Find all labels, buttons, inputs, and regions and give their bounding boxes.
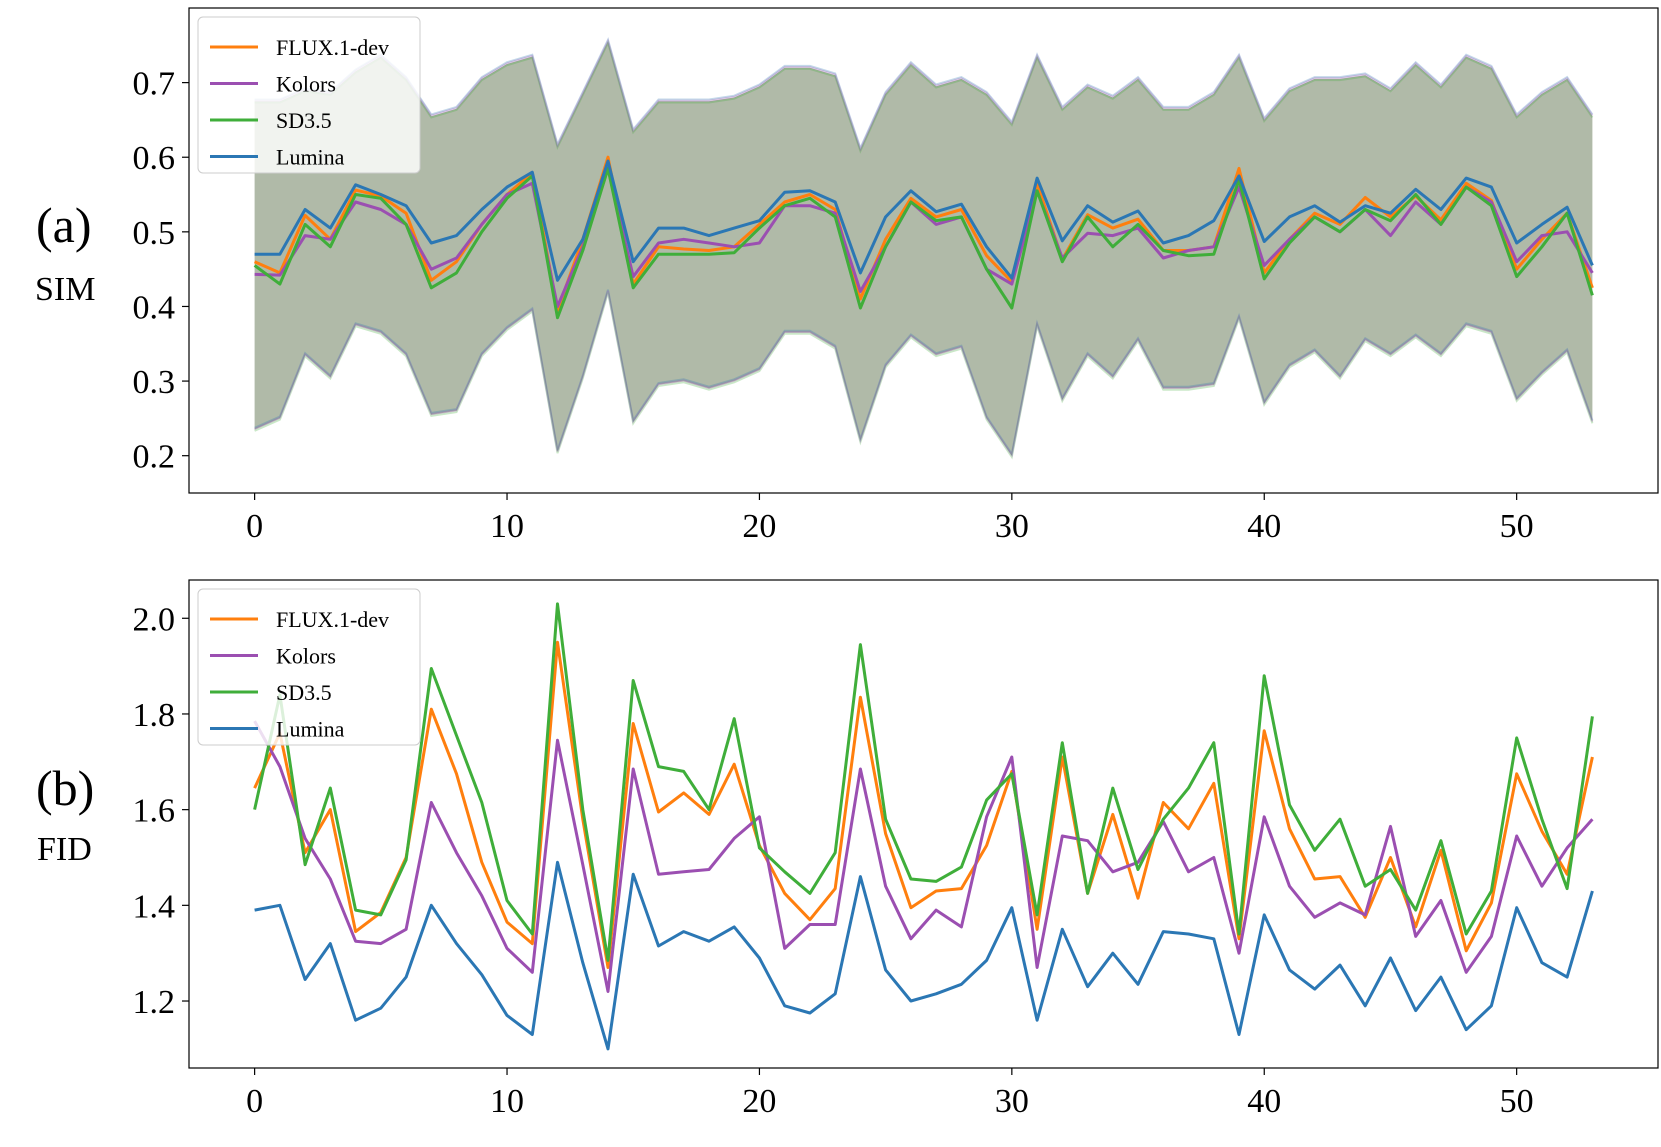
panel-b-fid-chart: (b) FID 0 10 20 30 40 50 1.2 1.4 1.6 1.8 2.0 FLUX.… [36,579,1659,1120]
panel-b-y-tick-label: 1.6 [133,793,176,830]
panel-a-axes: 0 10 20 30 40 50 0.2 0.3 0.4 0.5 0.6 0.7 [133,66,1534,545]
panel-a-x-tick-label: 20 [742,508,776,545]
panel-b-series-line-lumina [254,860,1594,1051]
panel-a-series-line-sd3-5 [253,166,1594,320]
panel-b-legend-label-lumina: Lumina [276,717,345,742]
panel-a-band-layer [254,36,1594,460]
panel-b-x-tick-label: 20 [742,1083,776,1120]
panel-b-x-tick-label: 10 [490,1083,524,1120]
panel-b-y-tick-label: 1.8 [133,697,176,734]
panel-a-x-tick-label: 40 [1247,508,1281,545]
panel-b-legend-label-flux-1-dev: FLUX.1-dev [276,607,389,632]
panel-b-legend-label-sd3-5: SD3.5 [276,680,332,705]
panel-a-x-tick-label: 30 [995,508,1029,545]
panel-a-x-tick-label: 50 [1500,508,1534,545]
panel-b-letter: (b) [36,760,94,816]
panel-a-line-layer [253,155,1594,320]
panel-a-band-upper-edge-kolors [254,38,1594,152]
panel-a-band-lower-edge-sd3-5 [254,292,1594,460]
panel-b-axes: 0 10 20 30 40 50 1.2 1.4 1.6 1.8 2.0 [133,601,1534,1120]
panel-a-y-tick-label: 0.4 [133,289,176,326]
panel-a-y-tick-label: 0.6 [133,140,176,177]
panel-a-series-line-lumina [254,159,1594,282]
panel-a-x-tick-label: 0 [246,508,263,545]
panel-b-series-line-sd3-5 [253,602,1594,962]
panel-b-x-tick-label: 40 [1247,1083,1281,1120]
panel-a-legend: FLUX.1-dev Kolors SD3.5 Lumina [197,16,421,174]
panel-b-y-axis-label: FID [37,831,92,868]
panel-a-y-tick-label: 0.5 [133,215,176,252]
panel-a-band-lower-edge-kolors [254,290,1594,458]
panel-a-legend-label-flux-1-dev: FLUX.1-dev [276,35,389,60]
panel-b-plot-frame [188,579,1659,1069]
panel-a-legend-box [197,16,421,174]
panel-a-band-upper-edge-lumina [254,36,1594,151]
panel-b-x-tick-label: 0 [246,1083,263,1120]
panel-b-legend-label-kolors: Kolors [276,644,336,669]
panel-a-y-tick-label: 0.2 [133,439,176,476]
panel-a-letter: (a) [36,197,92,253]
panel-a-y-axis-label: SIM [35,271,95,308]
panel-b-legend-box [197,588,421,746]
panel-a-band-upper-edge-sd3-5 [254,39,1594,154]
panel-a-legend-label-lumina: Lumina [276,145,345,170]
panel-a-band-lower-edge-lumina [254,289,1594,457]
panel-b-x-tick-label: 30 [995,1083,1029,1120]
panel-b-series-line-kolors [253,720,1594,993]
panel-a-sim-chart: (a) SIM 0 10 20 30 40 50 0.2 0.3 0.4 0.5 0.6 0.7 FL… [35,7,1659,545]
panel-b-x-tick-label: 50 [1500,1083,1534,1120]
panel-b-y-tick-label: 1.4 [133,888,176,925]
panel-a-legend-label-kolors: Kolors [276,72,336,97]
panel-b-y-tick-label: 2.0 [133,601,176,638]
panel-b-legend: FLUX.1-dev Kolors SD3.5 Lumina [197,588,421,746]
panel-a-plot-frame [188,7,1659,494]
panel-a-legend-label-sd3-5: SD3.5 [276,108,332,133]
panel-b-series-line-flux-1-dev [253,640,1594,969]
panel-b-y-tick-label: 1.2 [133,984,176,1021]
panel-a-y-tick-label: 0.7 [133,66,176,103]
panel-a-variance-band [254,41,1593,456]
panel-b-line-layer [253,602,1594,1051]
panel-a-y-tick-label: 0.3 [133,364,176,401]
panel-a-x-tick-label: 10 [490,508,524,545]
